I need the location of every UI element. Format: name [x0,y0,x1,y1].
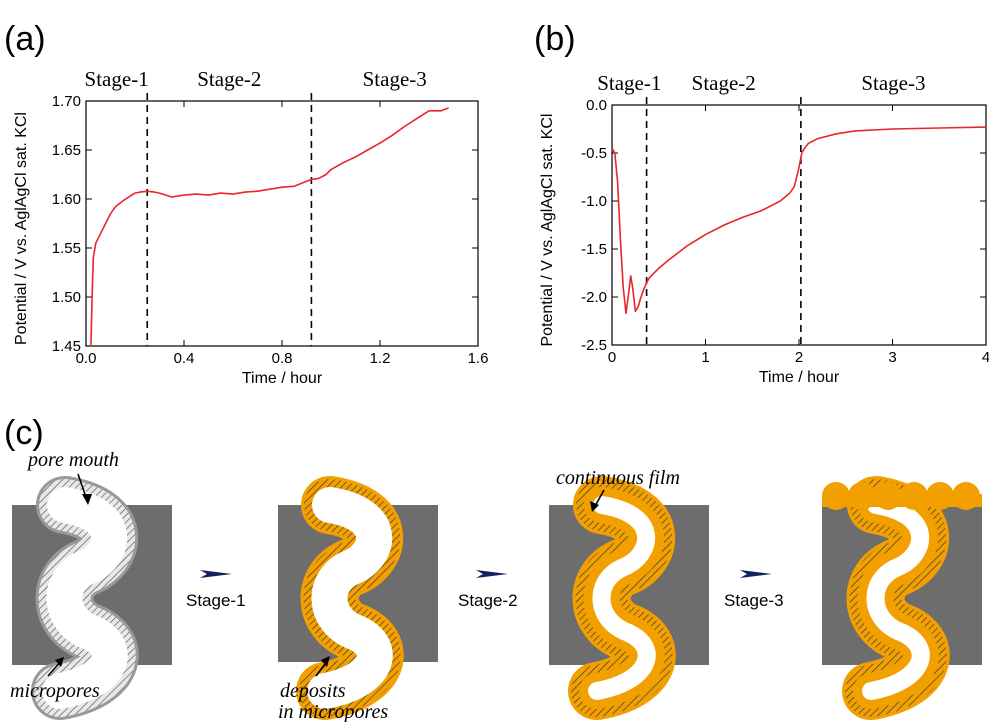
chart-b-y-tick-label: -1.5 [581,241,607,258]
stage-2-arrow-icon [476,570,508,578]
chart-a-y-tick-label: 1.50 [52,289,81,306]
chart-b-x-tick-label: 2 [795,349,803,366]
chart-b-y-tick-label: -2.5 [581,337,607,354]
stage-3-arrow-icon [740,570,772,578]
chart-b-y-tick-label: -2.0 [581,289,607,306]
chart-a-stage-label: Stage-3 [363,67,427,91]
chart-b-y-tick-label: -1.0 [581,193,607,210]
chart-a-series-line [90,107,449,347]
deposits-label-line-1: deposits [280,680,346,702]
pore-mouth-label: pore mouth [26,449,119,471]
chart-b-stage-label: Stage-3 [861,71,925,95]
chart-a-y-tick-label: 1.70 [52,93,81,110]
step-label-3: Stage-3 [724,591,784,610]
panel-a: (a) 0.0 0.4 0.8 1.2 1.6 1.45 1.50 1.55 1.60 1.65 1… [4,20,488,387]
chart-b-y-axis-title: Potential / V vs. AglAgCl sat. KCl [539,114,556,347]
panel-a-label: (a) [4,20,46,58]
chart-b-x-tick-label: 3 [888,349,896,366]
deposits-arrowhead-icon [321,656,330,667]
panel-c-label: (c) [4,414,44,452]
micropores-arrowhead-icon [55,657,64,667]
panel-b: (b) 0 1 2 3 4 -2.5 -2.0 -1.5 -1.0 -0.5 0.0 Stage-1 S… [534,20,989,386]
chart-a-x-tick-label: 1.2 [370,350,391,367]
continuous-film-label: continuous film [556,467,680,489]
chart-a-x-axis-title: Time / hour [242,370,323,387]
schematic-block-2: deposits in micropores [278,505,438,722]
chart-a-x-tick-label: 0.0 [76,350,97,367]
step-label-1: Stage-1 [186,591,246,610]
chart-b-y-tick-label: -0.5 [581,145,607,162]
deposits-label-line-2: in micropores [278,701,388,722]
chart-b: 0 1 2 3 4 -2.5 -2.0 -1.5 -1.0 -0.5 0.0 Stage-1 Stage… [539,71,989,386]
stage-1-arrow-icon [200,570,232,578]
chart-b-y-tick-label: 0.0 [586,97,607,114]
pore-mouth-arrowhead-icon [82,494,92,505]
chart-a-y-axis-title: Potential / V vs. AglAgCl sat. KCl [13,112,30,345]
chart-a-plot-frame [85,100,479,347]
panel-c: (c) pore mouth micropores Stage-1 [4,414,982,722]
panel-b-label: (b) [534,20,576,58]
chart-b-series-line [611,126,987,315]
chart-b-x-tick-label: 4 [982,349,989,366]
chart-a-y-tick-label: 1.45 [52,338,81,355]
chart-a-x-tick-label: 0.4 [174,350,195,367]
chart-b-stage-label: Stage-2 [692,71,756,95]
chart-b-x-tick-label: 0 [608,349,616,366]
chart-a-y-tick-label: 1.55 [52,240,81,257]
chart-b-x-tick-label: 1 [701,349,709,366]
chart-a-stage-label: Stage-2 [197,67,261,91]
chart-a: 0.0 0.4 0.8 1.2 1.61.451.501.551.601.651.70S… [13,67,488,387]
chart-a-y-tick-label: 1.65 [52,142,81,159]
chart-b-x-axis-title: Time / hour [759,369,840,386]
surface-film [822,482,982,510]
schematic-block-4 [822,482,982,691]
chart-b-plot-frame [611,104,987,346]
micropores-label: micropores [10,680,100,702]
step-label-2: Stage-2 [458,591,518,610]
chart-a-y-tick-label: 1.60 [52,191,81,208]
schematic-block-3: continuous film [549,467,709,691]
chart-a-x-tick-label: 0.8 [272,350,293,367]
schematic-block-1: pore mouth micropores [10,449,172,702]
chart-a-x-tick-label: 1.6 [468,350,489,367]
chart-b-stage-label: Stage-1 [597,71,661,95]
continuous-film-arrowhead-icon [590,501,599,512]
chart-a-stage-label: Stage-1 [85,67,149,91]
